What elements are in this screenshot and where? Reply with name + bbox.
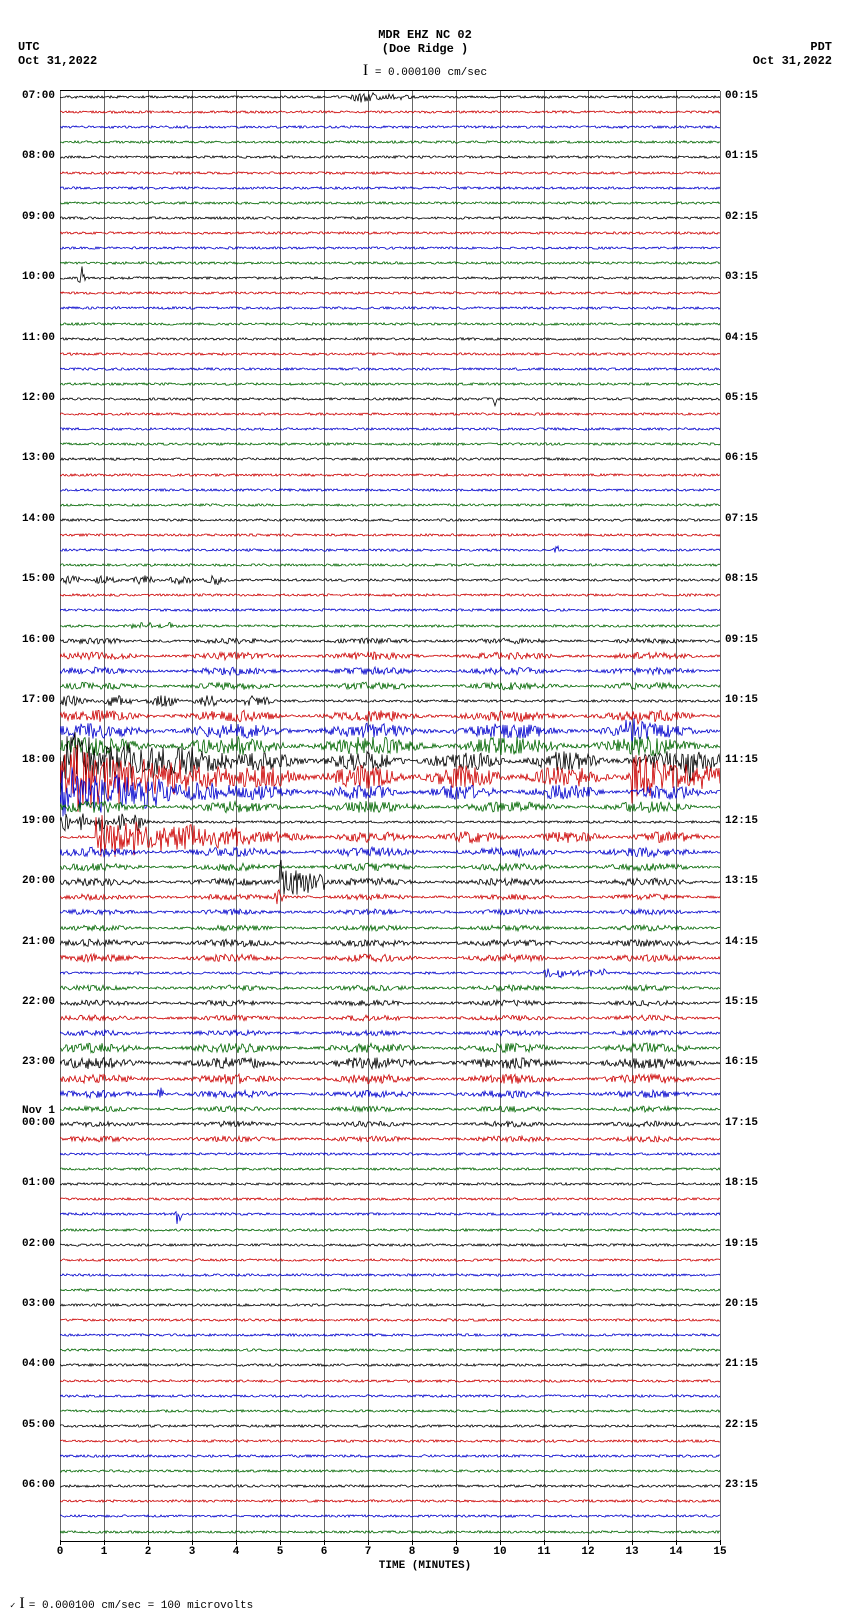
seismogram-container: MDR EHZ NC 02 (Doe Ridge ) I = 0.000100 … [0,0,850,1613]
pdt-time-label: 16:15 [725,1056,775,1068]
utc-time-label: 13:00 [5,452,55,464]
pdt-time-label: 13:15 [725,875,775,887]
x-tick-label: 6 [314,1546,334,1558]
x-tick-label: 8 [402,1546,422,1558]
x-tick-mark [412,1540,413,1545]
pdt-time-label: 11:15 [725,754,775,766]
pdt-time-label: 00:15 [725,90,775,102]
pdt-time-label: 04:15 [725,332,775,344]
utc-time-label: 14:00 [5,513,55,525]
x-tick-label: 10 [490,1546,510,1558]
pdt-time-label: 19:15 [725,1238,775,1250]
x-tick-label: 4 [226,1546,246,1558]
utc-time-label: 22:00 [5,996,55,1008]
utc-time-label: 09:00 [5,211,55,223]
pdt-time-label: 12:15 [725,815,775,827]
station-location: (Doe Ridge ) [0,42,850,56]
utc-time-label: 01:00 [5,1177,55,1189]
midnight-date-label: Nov 1 [5,1105,55,1117]
tz-right-label: PDT [810,40,832,54]
x-tick-mark [60,1540,61,1545]
pdt-time-label: 22:15 [725,1419,775,1431]
utc-time-label: 04:00 [5,1358,55,1370]
pdt-time-label: 23:15 [725,1479,775,1491]
pdt-time-label: 09:15 [725,634,775,646]
utc-time-label: 10:00 [5,271,55,283]
utc-time-label: 03:00 [5,1298,55,1310]
utc-time-label: 06:00 [5,1479,55,1491]
pdt-time-label: 21:15 [725,1358,775,1370]
pdt-time-label: 01:15 [725,150,775,162]
x-tick-label: 0 [50,1546,70,1558]
x-tick-mark [148,1540,149,1545]
utc-time-label: 12:00 [5,392,55,404]
plot-area [60,90,720,1542]
utc-time-label: 15:00 [5,573,55,585]
x-tick-label: 11 [534,1546,554,1558]
x-tick-label: 2 [138,1546,158,1558]
utc-time-label: 16:00 [5,634,55,646]
footer-scale: ✓ I = 0.000100 cm/sec = 100 microvolts [10,1595,253,1613]
pdt-time-label: 05:15 [725,392,775,404]
x-tick-mark [236,1540,237,1545]
pdt-time-label: 02:15 [725,211,775,223]
x-tick-mark [324,1540,325,1545]
x-tick-mark [500,1540,501,1545]
x-tick-label: 13 [622,1546,642,1558]
x-tick-label: 3 [182,1546,202,1558]
pdt-time-label: 10:15 [725,694,775,706]
x-tick-label: 14 [666,1546,686,1558]
date-right: Oct 31,2022 [753,54,832,68]
x-axis-label: TIME (MINUTES) [0,1560,850,1572]
x-tick-label: 7 [358,1546,378,1558]
x-tick-label: 12 [578,1546,598,1558]
utc-time-label: 23:00 [5,1056,55,1068]
pdt-time-label: 03:15 [725,271,775,283]
x-tick-mark [544,1540,545,1545]
x-tick-mark [588,1540,589,1545]
utc-time-label: 17:00 [5,694,55,706]
pdt-time-label: 07:15 [725,513,775,525]
utc-time-label: 19:00 [5,815,55,827]
x-tick-label: 15 [710,1546,730,1558]
x-tick-label: 5 [270,1546,290,1558]
x-tick-label: 1 [94,1546,114,1558]
pdt-time-label: 08:15 [725,573,775,585]
x-tick-mark [368,1540,369,1545]
pdt-time-label: 18:15 [725,1177,775,1189]
x-tick-mark [676,1540,677,1545]
utc-time-label: 18:00 [5,754,55,766]
utc-time-label: 11:00 [5,332,55,344]
utc-time-label: 05:00 [5,1419,55,1431]
utc-time-label: 02:00 [5,1238,55,1250]
x-tick-label: 9 [446,1546,466,1558]
utc-time-label: 07:00 [5,90,55,102]
x-tick-mark [280,1540,281,1545]
utc-time-label: 00:00 [5,1117,55,1129]
utc-time-label: 21:00 [5,936,55,948]
tz-left-label: UTC [18,40,40,54]
pdt-time-label: 06:15 [725,452,775,464]
x-tick-mark [720,1540,721,1545]
x-tick-mark [632,1540,633,1545]
pdt-time-label: 14:15 [725,936,775,948]
pdt-time-label: 17:15 [725,1117,775,1129]
footer-scale-text: = 0.000100 cm/sec = 100 microvolts [29,1600,253,1612]
station-title: MDR EHZ NC 02 [0,28,850,42]
x-tick-mark [456,1540,457,1545]
utc-time-label: 08:00 [5,150,55,162]
vgrid-line [720,91,721,1541]
x-tick-mark [192,1540,193,1545]
x-tick-mark [104,1540,105,1545]
utc-time-label: 20:00 [5,875,55,887]
pdt-time-label: 15:15 [725,996,775,1008]
pdt-time-label: 20:15 [725,1298,775,1310]
